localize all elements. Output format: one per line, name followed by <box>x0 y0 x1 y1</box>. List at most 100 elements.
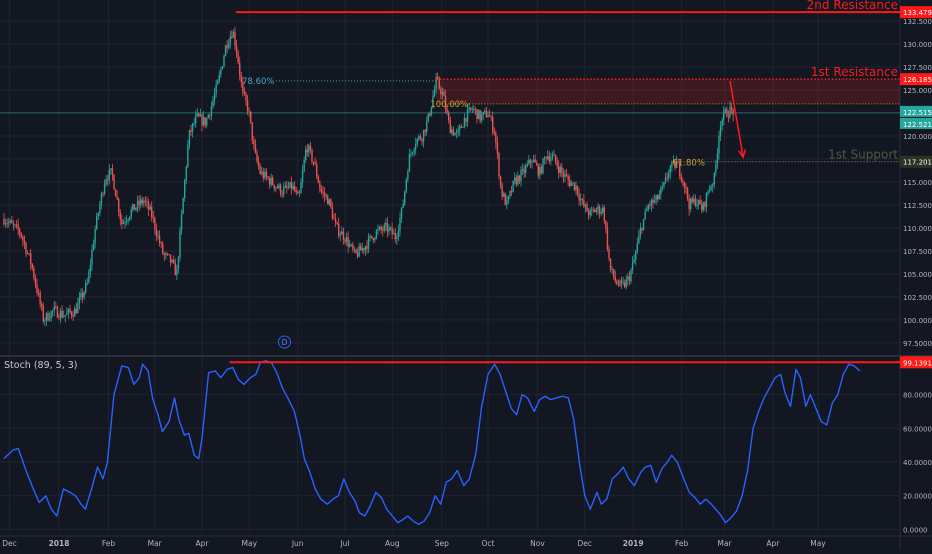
candle[interactable] <box>295 191 297 193</box>
candle[interactable] <box>584 204 587 207</box>
candle[interactable] <box>448 112 450 121</box>
candle[interactable] <box>20 233 22 237</box>
candle[interactable] <box>589 209 591 216</box>
candle[interactable] <box>716 153 719 165</box>
candle[interactable] <box>633 259 635 263</box>
candle[interactable] <box>503 193 505 197</box>
candle[interactable] <box>270 177 272 185</box>
candle[interactable] <box>600 212 602 214</box>
candle[interactable] <box>132 203 134 210</box>
candle[interactable] <box>246 100 249 111</box>
candle[interactable] <box>366 246 368 249</box>
candle[interactable] <box>650 199 653 206</box>
candle[interactable] <box>628 276 631 282</box>
candle[interactable] <box>652 199 654 203</box>
candle[interactable] <box>85 283 87 293</box>
candle[interactable] <box>578 194 580 201</box>
candle[interactable] <box>587 211 590 216</box>
candle[interactable] <box>86 282 88 284</box>
candle[interactable] <box>61 310 63 318</box>
candle[interactable] <box>499 176 502 186</box>
candle[interactable] <box>240 74 242 83</box>
candle[interactable] <box>402 203 404 208</box>
candle[interactable] <box>213 93 216 101</box>
candle[interactable] <box>697 199 700 205</box>
candle[interactable] <box>575 185 577 190</box>
candle[interactable] <box>378 226 381 230</box>
candle[interactable] <box>556 161 558 167</box>
candle[interactable] <box>202 117 205 126</box>
candle[interactable] <box>422 129 425 142</box>
candle[interactable] <box>103 183 106 194</box>
candle[interactable] <box>53 306 55 311</box>
candle[interactable] <box>547 156 549 159</box>
candle[interactable] <box>279 184 282 194</box>
candle[interactable] <box>262 171 264 178</box>
candle[interactable] <box>551 155 554 159</box>
candle[interactable] <box>316 164 318 177</box>
candle[interactable] <box>333 218 335 220</box>
candle[interactable] <box>201 114 203 126</box>
candle[interactable] <box>488 115 491 117</box>
candle[interactable] <box>567 176 569 181</box>
candle[interactable] <box>92 243 95 251</box>
candle[interactable] <box>427 113 429 121</box>
candle[interactable] <box>677 161 679 163</box>
candle[interactable] <box>732 108 734 116</box>
candle[interactable] <box>303 160 305 172</box>
candle[interactable] <box>671 161 673 167</box>
candle[interactable] <box>328 199 330 205</box>
candle[interactable] <box>220 69 222 75</box>
candle[interactable] <box>476 109 478 120</box>
candle[interactable] <box>682 180 684 182</box>
candle[interactable] <box>136 200 139 208</box>
candle[interactable] <box>515 177 517 185</box>
candle[interactable] <box>694 198 697 206</box>
candle[interactable] <box>182 197 184 214</box>
candle[interactable] <box>48 318 51 321</box>
candle[interactable] <box>388 227 390 232</box>
candle[interactable] <box>196 113 198 116</box>
candle[interactable] <box>78 297 81 304</box>
candle[interactable] <box>151 206 153 217</box>
candle[interactable] <box>562 172 565 177</box>
candle[interactable] <box>179 230 181 258</box>
candle[interactable] <box>102 193 104 195</box>
candle[interactable] <box>364 246 367 251</box>
candle[interactable] <box>661 186 664 188</box>
candle[interactable] <box>371 235 373 239</box>
candle[interactable] <box>463 117 466 128</box>
candle[interactable] <box>75 308 77 314</box>
candle[interactable] <box>389 227 392 229</box>
candle[interactable] <box>658 194 660 200</box>
candle[interactable] <box>312 161 315 163</box>
candle[interactable] <box>215 84 217 94</box>
candle[interactable] <box>672 160 675 162</box>
candle[interactable] <box>375 230 378 238</box>
candle[interactable] <box>377 229 379 231</box>
candle[interactable] <box>636 243 638 253</box>
candle[interactable] <box>229 36 231 44</box>
candle[interactable] <box>526 164 528 167</box>
candle[interactable] <box>507 196 510 200</box>
candle[interactable] <box>187 145 189 167</box>
candle[interactable] <box>64 315 66 317</box>
candle[interactable] <box>327 195 329 205</box>
candle[interactable] <box>415 143 417 150</box>
candle[interactable] <box>454 133 456 136</box>
candle[interactable] <box>72 315 74 317</box>
candle[interactable] <box>237 52 239 63</box>
candle[interactable] <box>254 144 257 153</box>
candle[interactable] <box>449 120 451 134</box>
candle[interactable] <box>218 74 220 81</box>
candle[interactable] <box>15 224 18 226</box>
candle[interactable] <box>440 88 442 95</box>
candle[interactable] <box>319 182 321 189</box>
candle[interactable] <box>471 109 473 110</box>
candle[interactable] <box>350 244 352 246</box>
candle[interactable] <box>185 166 187 181</box>
candle[interactable] <box>311 149 313 162</box>
candle[interactable] <box>624 282 626 287</box>
candle[interactable] <box>394 233 396 240</box>
